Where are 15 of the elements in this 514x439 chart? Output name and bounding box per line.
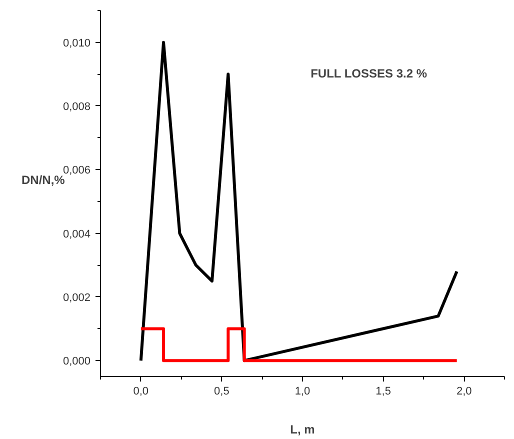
x-tick-label: 1,0 bbox=[294, 386, 310, 398]
y-tick-label: 0,006 bbox=[62, 164, 91, 177]
y-tick-label: 0,010 bbox=[62, 37, 91, 50]
line-series bbox=[139, 40, 458, 362]
x-tick-label: 0,5 bbox=[214, 386, 230, 398]
y-tick-label: 0,004 bbox=[62, 228, 91, 240]
y-tick-label: 0,008 bbox=[62, 100, 91, 113]
annotation: FULL LOSSES 3.2 % bbox=[310, 66, 428, 81]
x-axis-title: L, m bbox=[290, 422, 315, 436]
y-tick-label: 0,000 bbox=[62, 356, 91, 368]
y-axis-title: DN/N,% bbox=[22, 173, 66, 188]
x-tick-label: 2,0 bbox=[456, 386, 472, 398]
x-tick-label: 1,5 bbox=[376, 386, 391, 398]
x-tick-label: 0,0 bbox=[133, 386, 149, 398]
y-tick-label: 0,002 bbox=[62, 292, 91, 304]
